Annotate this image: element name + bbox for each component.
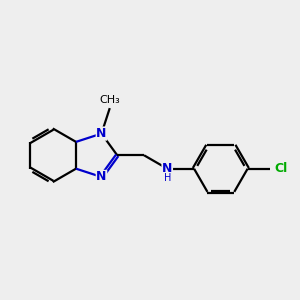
Text: N: N (96, 127, 107, 140)
Text: H: H (164, 173, 172, 183)
Text: N: N (96, 170, 107, 184)
Text: N: N (162, 162, 172, 175)
Text: Cl: Cl (274, 162, 287, 175)
Text: CH₃: CH₃ (99, 95, 120, 105)
